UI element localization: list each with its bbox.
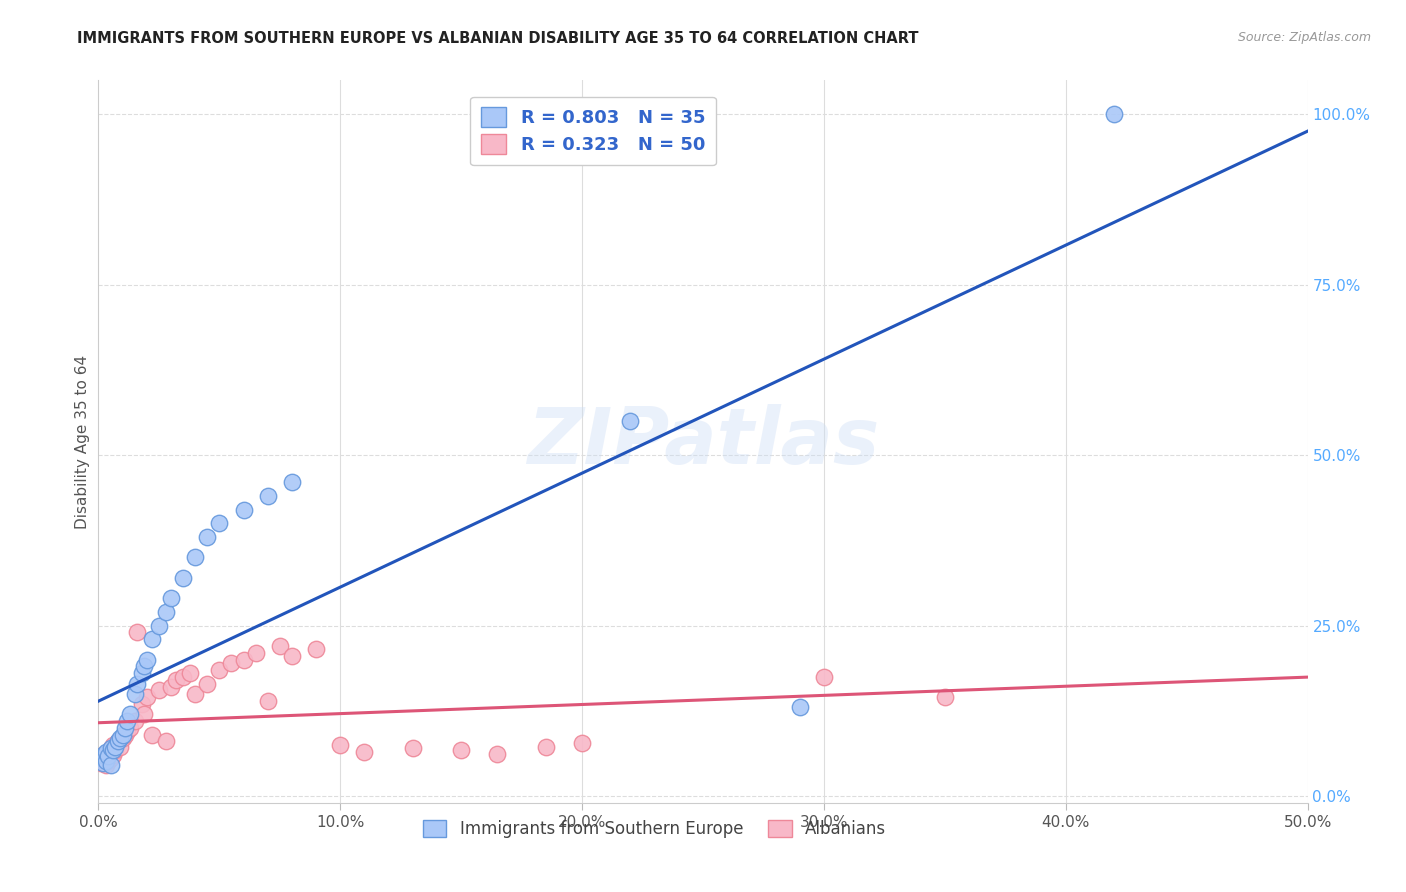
Text: IMMIGRANTS FROM SOUTHERN EUROPE VS ALBANIAN DISABILITY AGE 35 TO 64 CORRELATION : IMMIGRANTS FROM SOUTHERN EUROPE VS ALBAN… bbox=[77, 31, 920, 46]
Point bbox=[486, 747, 509, 761]
Point bbox=[124, 687, 146, 701]
Point bbox=[131, 666, 153, 681]
Point bbox=[619, 414, 641, 428]
Point bbox=[402, 741, 425, 756]
Point bbox=[789, 700, 811, 714]
Point bbox=[155, 605, 177, 619]
Point bbox=[269, 639, 291, 653]
Point bbox=[232, 502, 254, 516]
Point bbox=[534, 739, 557, 754]
Point bbox=[134, 707, 156, 722]
Point bbox=[281, 649, 304, 664]
Point bbox=[353, 745, 375, 759]
Point bbox=[104, 742, 127, 756]
Point bbox=[934, 690, 956, 705]
Point bbox=[101, 742, 124, 756]
Point bbox=[195, 530, 218, 544]
Point bbox=[208, 516, 231, 531]
Point bbox=[118, 721, 141, 735]
Point bbox=[100, 741, 122, 756]
Point bbox=[108, 739, 131, 754]
Point bbox=[104, 739, 127, 754]
Legend: Immigrants from Southern Europe, Albanians: Immigrants from Southern Europe, Albania… bbox=[416, 814, 893, 845]
Point bbox=[135, 653, 157, 667]
Point bbox=[208, 663, 231, 677]
Point bbox=[172, 571, 194, 585]
Point bbox=[108, 731, 131, 745]
Point bbox=[245, 646, 267, 660]
Point bbox=[184, 687, 207, 701]
Point bbox=[450, 742, 472, 756]
Point bbox=[1102, 107, 1125, 121]
Point bbox=[100, 741, 122, 756]
Point bbox=[256, 489, 278, 503]
Point bbox=[94, 749, 117, 764]
Text: Source: ZipAtlas.com: Source: ZipAtlas.com bbox=[1237, 31, 1371, 45]
Point bbox=[160, 680, 183, 694]
Point bbox=[148, 618, 170, 632]
Point bbox=[165, 673, 187, 687]
Point bbox=[101, 748, 124, 763]
Point bbox=[141, 728, 163, 742]
Point bbox=[127, 676, 149, 690]
Point bbox=[184, 550, 207, 565]
Point bbox=[100, 758, 122, 772]
Point bbox=[179, 666, 201, 681]
Point bbox=[91, 756, 114, 771]
Point bbox=[97, 754, 120, 768]
Point bbox=[160, 591, 183, 606]
Point bbox=[134, 659, 156, 673]
Point bbox=[107, 734, 129, 748]
Text: ZIPatlas: ZIPatlas bbox=[527, 403, 879, 480]
Point bbox=[155, 734, 177, 748]
Point bbox=[101, 738, 124, 752]
Point bbox=[94, 758, 117, 772]
Point bbox=[127, 625, 149, 640]
Point bbox=[148, 683, 170, 698]
Point bbox=[571, 736, 593, 750]
Point bbox=[117, 724, 139, 739]
Point bbox=[124, 714, 146, 728]
Point bbox=[97, 745, 120, 759]
Point bbox=[97, 749, 120, 764]
Point bbox=[114, 721, 136, 735]
Point bbox=[131, 697, 153, 711]
Y-axis label: Disability Age 35 to 64: Disability Age 35 to 64 bbox=[75, 354, 90, 529]
Point bbox=[114, 728, 136, 742]
Point bbox=[91, 748, 114, 763]
Point bbox=[232, 653, 254, 667]
Point bbox=[94, 745, 117, 759]
Point bbox=[90, 751, 112, 765]
Point bbox=[107, 734, 129, 748]
Point bbox=[813, 670, 835, 684]
Point bbox=[256, 693, 278, 707]
Point bbox=[281, 475, 304, 490]
Point bbox=[90, 756, 112, 771]
Point bbox=[141, 632, 163, 647]
Point bbox=[90, 751, 112, 765]
Point bbox=[100, 751, 122, 765]
Point bbox=[91, 748, 114, 763]
Point bbox=[195, 676, 218, 690]
Point bbox=[329, 738, 352, 752]
Point bbox=[135, 690, 157, 705]
Point bbox=[111, 731, 134, 745]
Point bbox=[117, 714, 139, 728]
Point bbox=[172, 670, 194, 684]
Point bbox=[111, 728, 134, 742]
Point bbox=[305, 642, 328, 657]
Point bbox=[221, 656, 243, 670]
Point bbox=[94, 754, 117, 768]
Point bbox=[118, 707, 141, 722]
Point bbox=[91, 755, 114, 769]
